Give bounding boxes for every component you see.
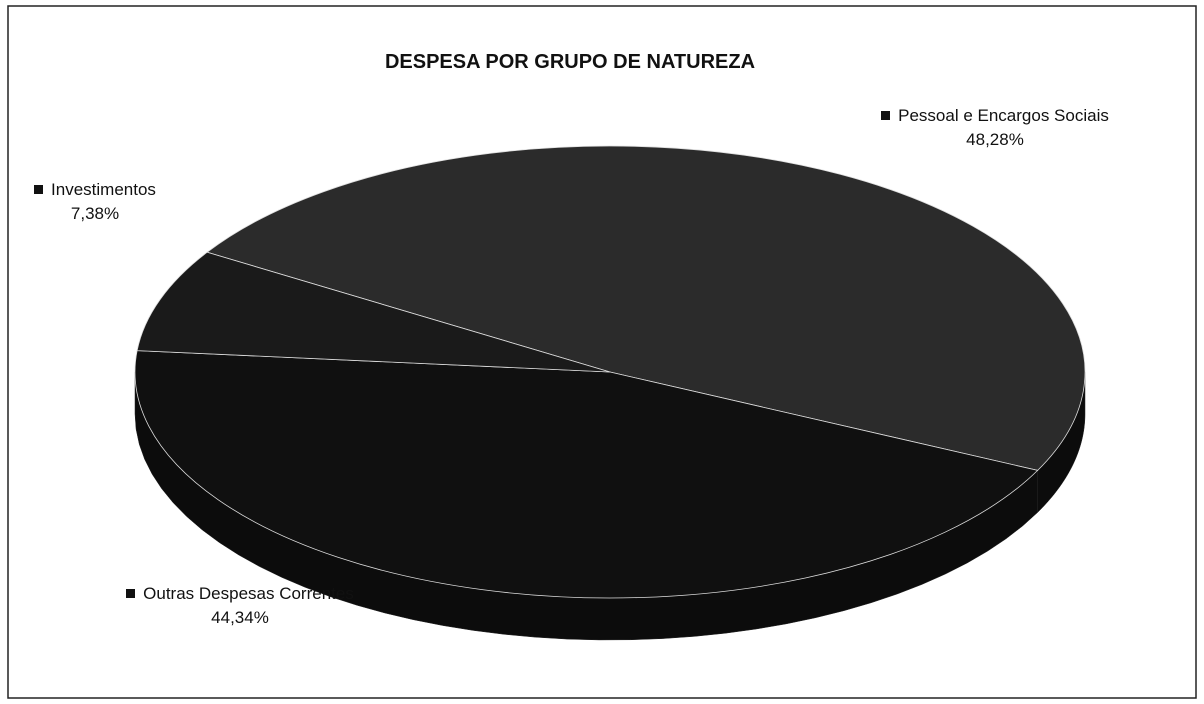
slice-name: Outras Despesas Correntes xyxy=(143,584,354,603)
slice-value: 7,38% xyxy=(70,204,120,223)
data-label: Outras Despesas Correntes 44,34% xyxy=(120,582,360,630)
slice-value: 48,28% xyxy=(966,130,1024,149)
slice-value: 44,34% xyxy=(211,608,269,627)
legend-marker xyxy=(34,185,44,194)
chart-title: DESPESA POR GRUPO DE NATUREZA xyxy=(385,51,755,73)
data-label: Pessoal e Encargos Sociais 48,28% xyxy=(880,104,1110,152)
pie-slice xyxy=(134,350,1039,599)
pie-slice xyxy=(136,251,611,373)
legend-marker xyxy=(126,589,136,598)
pie-slice xyxy=(206,145,1086,471)
slice-name: Pessoal e Encargos Sociais xyxy=(898,106,1109,125)
data-label: Investimentos 7,38% xyxy=(0,178,190,226)
slice-name: Investimentos xyxy=(51,180,156,199)
legend-marker xyxy=(881,111,891,120)
